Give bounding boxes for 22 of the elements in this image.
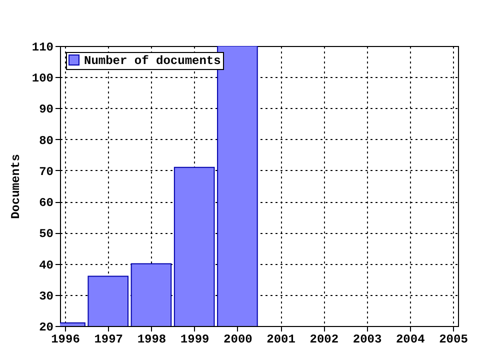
x-tick-label: 1998: [137, 332, 166, 346]
y-tick-label: 60: [39, 196, 54, 210]
y-tick-label: 50: [39, 227, 54, 242]
legend-label: Number of documents: [84, 54, 221, 68]
x-tick-label: 1996: [51, 332, 80, 346]
x-tick-label: 2000: [224, 332, 252, 346]
y-tick-label: 110: [32, 40, 54, 54]
y-tick-label: 30: [39, 289, 54, 304]
x-tick-label: 1999: [180, 332, 210, 346]
y-tick-label: 80: [39, 134, 54, 148]
y-tick-label: 20: [39, 320, 54, 334]
y-tick-label: 90: [39, 102, 54, 117]
x-tick-label: 2002: [310, 332, 339, 346]
y-tick-label: 40: [39, 258, 54, 272]
x-tick-label: 2003: [352, 332, 382, 346]
y-axis-title: Documents: [8, 154, 23, 219]
y-tick-label: 70: [39, 164, 54, 179]
x-tick-label: 1997: [94, 332, 124, 346]
x-tick-label: 2005: [439, 332, 468, 346]
y-tick-label: 100: [32, 72, 54, 86]
x-tick-label: 2001: [266, 332, 296, 346]
x-tick-label: 2004: [396, 332, 425, 346]
